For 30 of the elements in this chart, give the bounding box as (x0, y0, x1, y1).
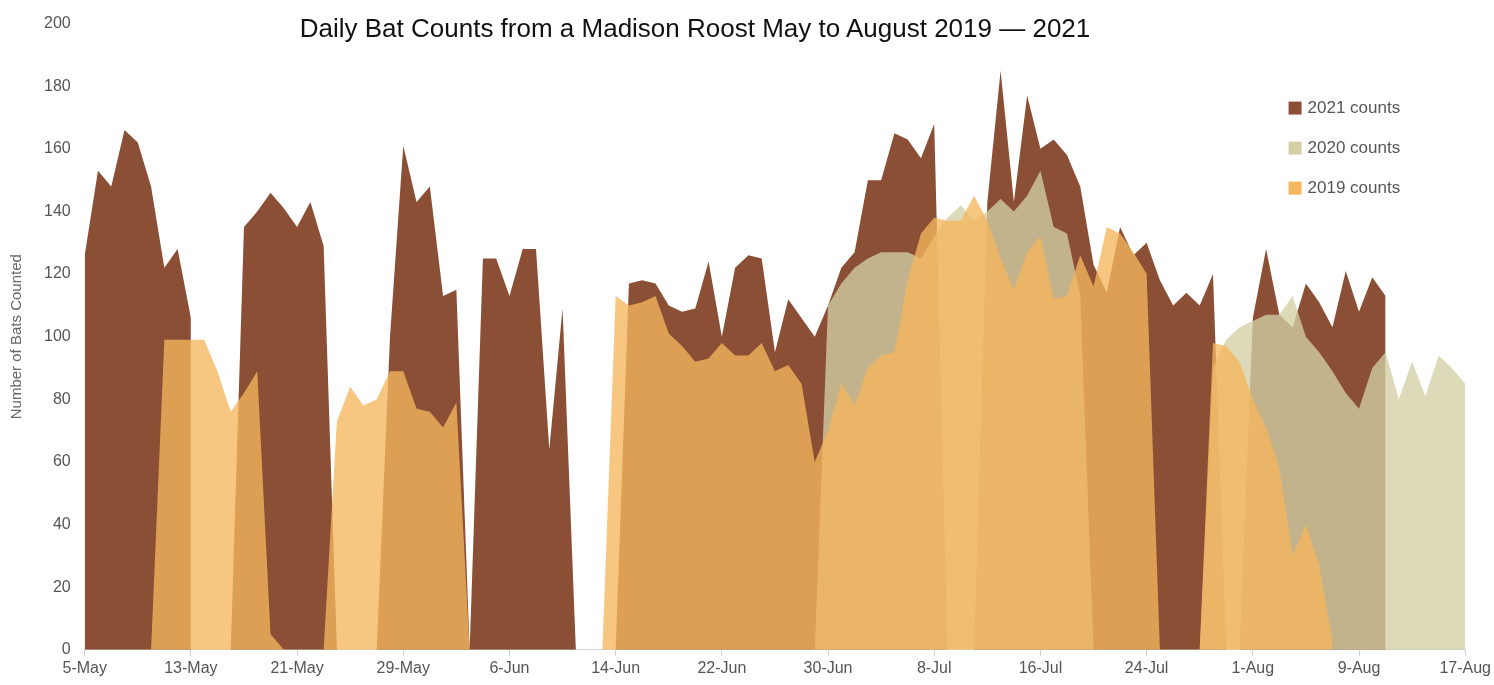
x-tick-label: 5-May (62, 658, 107, 676)
x-tick-label: 16-Jul (1018, 658, 1063, 676)
y-tick-label: 140 (43, 201, 71, 219)
x-tick-label: 21-May (270, 658, 324, 676)
y-tick-label: 60 (52, 452, 71, 470)
x-tick-label: 30-Jun (803, 658, 853, 676)
x-tick-label: 6-Jun (489, 658, 530, 676)
x-tick-label: 29-May (376, 658, 430, 676)
y-tick-label: 80 (52, 389, 71, 407)
y-tick-label: 200 (43, 14, 71, 32)
y-tick-label: 0 (61, 640, 71, 658)
x-tick-label: 22-Jun (697, 658, 747, 676)
y-tick-label: 180 (43, 76, 71, 94)
legend-label: 2020 counts (1307, 138, 1401, 158)
x-tick-label: 24-Jul (1124, 658, 1169, 676)
y-axis-title: Number of Bats Counted (7, 254, 25, 420)
x-tick-label: 8-Jul (916, 658, 952, 676)
y-tick-label: 120 (43, 264, 71, 282)
y-tick-label: 100 (43, 327, 71, 345)
y-tick-label: 20 (52, 577, 71, 595)
chart-title: Daily Bat Counts from a Madison Roost May to August 2019 — 2021 (299, 13, 1091, 44)
y-tick-label: 160 (43, 139, 71, 157)
x-tick-label: 1-Aug (1231, 658, 1275, 676)
y-tick-label: 40 (52, 514, 71, 532)
x-tick-label: 9-Aug (1337, 658, 1381, 676)
x-tick-label: 13-May (164, 658, 218, 676)
legend-label: 2019 counts (1307, 178, 1401, 198)
legend-label: 2021 counts (1307, 98, 1401, 118)
x-tick-label: 17-Aug (1439, 658, 1491, 676)
x-tick-label: 14-Jun (591, 658, 641, 676)
